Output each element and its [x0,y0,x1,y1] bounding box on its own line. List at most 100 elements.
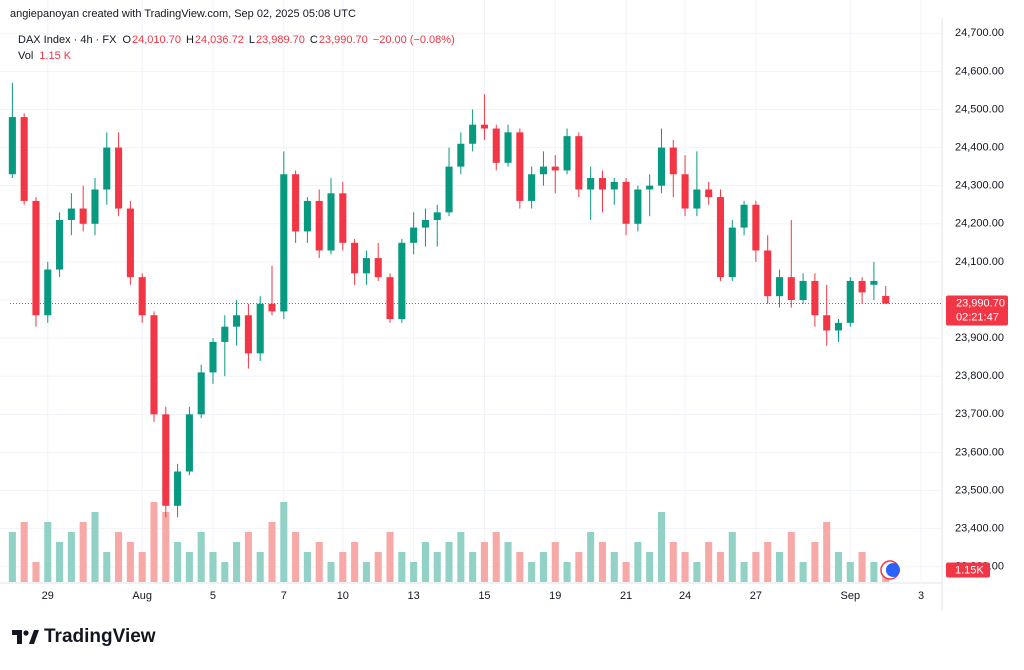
volume-bar [657,512,666,582]
candle-body [669,147,677,175]
candle-body [209,341,217,373]
volume-bar [315,542,323,582]
volume-bar [504,542,512,582]
volume-bar [587,532,595,582]
x-tick-label: 29 [42,590,54,602]
candle-body [221,326,229,342]
candle-body [126,208,134,278]
candle-body [587,178,595,190]
candle-body [693,189,701,209]
volume-bar [126,542,134,582]
candle-body [185,414,193,472]
candle-body [197,372,205,415]
candle-body [539,166,547,175]
y-tick-label: 23,700.00 [955,408,1004,420]
volume-bar [91,512,99,582]
x-tick-label: 27 [750,590,762,602]
candle-body [811,280,819,316]
volume-bar [351,542,359,582]
candle-body [303,200,311,232]
volume-label: 1.15K [955,564,984,576]
candle-body [858,280,866,293]
x-tick-label: 5 [210,590,216,602]
volume-bar [528,562,536,582]
ohlc-key: H [186,34,194,46]
volume-bar [303,552,311,582]
candle-body [622,181,630,224]
candle-body [575,136,583,190]
x-tick-label: 21 [620,590,632,602]
vol-value: 1.15 K [39,50,71,62]
candle-body [150,315,158,415]
y-tick-label: 23,800.00 [955,370,1004,382]
volume-bar [398,552,406,582]
volume-bar [410,562,418,582]
icon-globe [886,563,900,577]
candle-body [44,269,52,316]
volume-bar [811,542,819,582]
volume-bar [268,522,276,582]
volume-bar [775,552,784,582]
y-tick-label: 24,300.00 [955,180,1004,192]
candle-body [233,315,241,327]
candle-body [799,280,807,300]
candle-body [764,250,772,297]
candle-body [8,117,16,175]
brand: TradingView [12,626,156,647]
candle-body [870,280,878,285]
candle-body [91,189,99,224]
volume-bar [44,522,52,582]
volume-bar [669,542,677,582]
axis-layer: 23,300.0023,400.0023,500.0023,600.0023,7… [10,27,1008,602]
x-tick-label: 10 [337,590,349,602]
candle-body [398,242,406,320]
candle-body [516,132,524,201]
y-tick-label: 24,400.00 [955,141,1004,153]
candle-body [315,200,323,251]
volume-bar [362,562,370,582]
candle-body [787,277,795,300]
candle-body [492,128,500,163]
candle-body [740,204,748,228]
volume-bar [858,552,866,582]
candle-body [174,471,182,506]
volume-bar [445,542,453,582]
volume-bar [174,542,182,582]
candle-body [551,166,559,171]
candle-body [362,258,370,274]
candle-body [138,277,146,316]
y-tick-label: 24,600.00 [955,65,1004,77]
y-tick-label: 23,600.00 [955,446,1004,458]
ohlc-value: 23,989.70 [256,34,305,46]
x-tick-label: 7 [281,590,287,602]
volume-bar [622,562,630,582]
volume-bar [716,552,725,582]
candle-body [268,303,276,312]
candle-body [728,227,736,278]
volume-bar [221,562,229,582]
volume-bar [67,532,75,582]
volume-bar [705,542,713,582]
volume-bar [327,562,335,582]
candle-body [457,143,465,167]
candle-body [752,204,760,251]
candle-body [598,178,607,190]
change: −20.00 (−0.08%) [373,34,455,46]
volume-bar [492,532,500,582]
x-tick-label: Sep [841,590,861,602]
x-tick-label: 3 [918,590,924,602]
volume-bar [634,542,642,582]
volume-bar [386,532,394,582]
candle-layer [8,82,890,518]
ohlc-value: 23,990.70 [319,34,368,46]
x-tick-label: Aug [132,590,152,602]
y-tick-label: 23,900.00 [955,332,1004,344]
ohlc-key: L [249,34,255,46]
volume-bar [846,562,854,582]
y-tick-label: 23,400.00 [955,523,1004,535]
grid-layer [0,0,942,582]
candle-body [681,174,689,209]
logo-v [29,630,39,644]
